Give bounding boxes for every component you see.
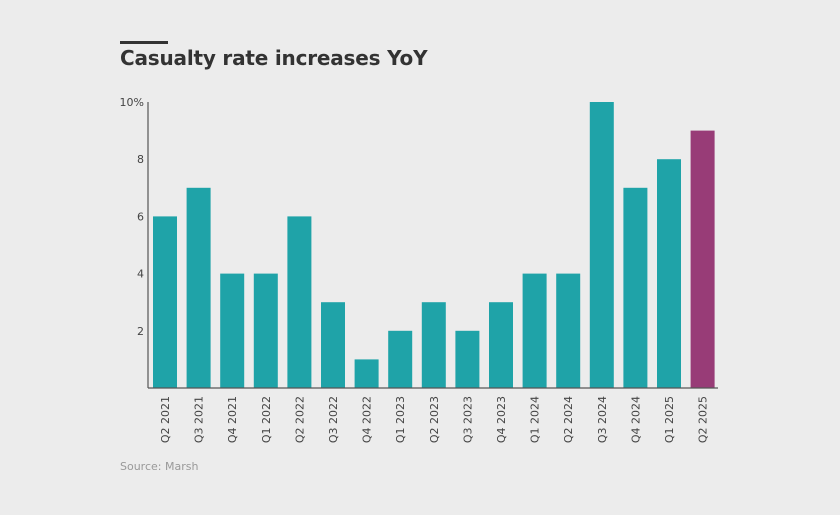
bar [690,130,715,388]
bar [489,302,513,388]
x-tick-label: Q3 2024 [596,396,609,443]
x-tick-label: Q2 2025 [697,396,710,443]
bar [253,273,278,388]
chart-title: Casualty rate increases YoY [120,46,428,70]
x-tick-label: Q1 2023 [394,396,407,443]
bar [589,102,614,388]
y-tick-label: 4 [137,268,144,281]
x-tick-label: Q4 2022 [361,396,374,443]
x-tick-label: Q3 2023 [461,396,474,443]
bar [220,273,245,388]
bar [623,187,648,388]
x-tick-label: Q3 2022 [327,396,340,443]
bar [321,302,345,388]
y-tick-label: 6 [137,210,144,223]
x-tick-label: Q3 2021 [193,396,206,443]
bar [522,273,547,388]
x-tick-label: Q4 2021 [226,396,239,443]
bar [421,302,446,388]
bar [354,359,379,388]
x-tick-label: Q2 2024 [562,396,575,443]
bar [556,273,581,388]
bar [657,159,681,388]
bar [153,216,177,388]
x-tick-label: Q1 2022 [260,396,273,443]
title-rule [120,41,168,44]
bar [186,187,211,388]
y-tick-label: 2 [137,325,144,338]
bar [455,330,480,388]
x-tick-label: Q1 2025 [663,396,676,443]
bar [287,216,312,388]
y-tick-label: 8 [137,153,144,166]
bar [388,330,413,388]
x-tick-label: Q2 2021 [159,396,172,443]
x-tick-label: Q1 2024 [529,396,542,443]
y-tick-label: 10% [120,96,144,109]
x-tick-label: Q4 2024 [629,396,642,443]
source-note: Source: Marsh [120,460,199,473]
x-tick-label: Q4 2023 [495,396,508,443]
x-tick-label: Q2 2023 [428,396,441,443]
x-tick-label: Q2 2022 [293,396,306,443]
